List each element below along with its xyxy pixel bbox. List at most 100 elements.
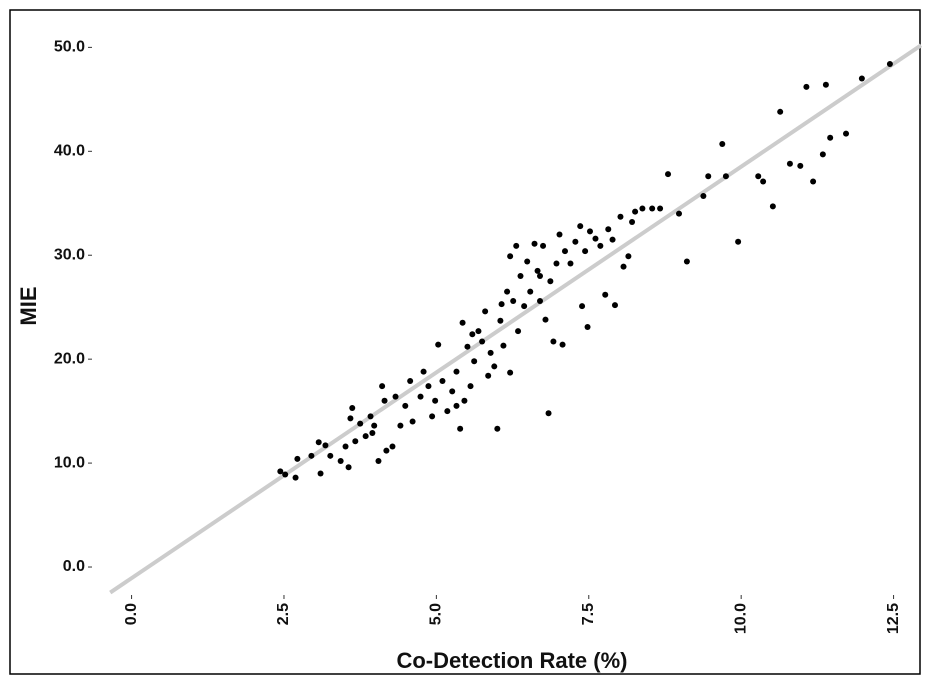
point (629, 218, 636, 225)
point (797, 162, 804, 169)
y-tick-label: 50.0 (54, 39, 85, 56)
point (457, 425, 464, 432)
point (886, 61, 893, 68)
point (665, 171, 672, 178)
point (843, 130, 850, 137)
point (500, 342, 507, 349)
point (582, 248, 589, 255)
point (605, 226, 612, 233)
point (545, 410, 552, 417)
point (282, 471, 289, 478)
point (453, 368, 460, 375)
point (649, 205, 656, 212)
x-tick-label: 0.0 (123, 603, 140, 625)
point (357, 420, 364, 427)
point (620, 263, 627, 270)
point (485, 372, 492, 379)
y-tick-label: 40.0 (54, 143, 85, 160)
point (352, 438, 359, 445)
fit-line (109, 43, 923, 595)
x-tick-label: 7.5 (580, 603, 597, 625)
point (459, 319, 466, 326)
point (542, 316, 549, 323)
y-tick-label: 30.0 (54, 246, 85, 263)
point (625, 253, 632, 260)
point (534, 267, 541, 274)
frame (9, 9, 921, 675)
point (475, 328, 482, 335)
point (858, 75, 865, 82)
point (317, 470, 324, 477)
point (379, 383, 386, 390)
point (507, 253, 514, 260)
point (683, 258, 690, 265)
x-tick-label: 5.0 (428, 603, 445, 625)
point (429, 413, 436, 420)
point (657, 205, 664, 212)
point (786, 160, 793, 167)
point (471, 358, 478, 365)
point (439, 377, 446, 384)
point (755, 173, 762, 180)
point (827, 134, 834, 141)
point (397, 422, 404, 429)
point (760, 178, 767, 185)
point (482, 308, 489, 315)
point (602, 291, 609, 298)
point (337, 458, 344, 465)
point (491, 363, 498, 370)
point (517, 273, 524, 280)
point (417, 393, 424, 400)
point (515, 328, 522, 335)
point (521, 303, 528, 310)
point (810, 178, 817, 185)
point (561, 248, 568, 255)
point (572, 238, 579, 245)
point (609, 236, 616, 243)
point (527, 288, 534, 295)
x-tick-label: 12.5 (885, 603, 902, 634)
point (675, 210, 682, 217)
point (822, 81, 829, 88)
point (592, 235, 599, 242)
point (617, 213, 624, 220)
point (537, 273, 544, 280)
point (407, 377, 414, 384)
point (292, 474, 299, 481)
point (719, 141, 726, 148)
point (294, 455, 301, 462)
point (409, 418, 416, 425)
point (550, 338, 557, 345)
point (504, 288, 511, 295)
point (435, 341, 442, 348)
x-tick-label: 10.0 (732, 603, 749, 634)
point (639, 205, 646, 212)
point (553, 260, 560, 267)
y-tick-label: 20.0 (54, 350, 85, 367)
point (392, 393, 399, 400)
point (449, 388, 456, 395)
point (383, 447, 390, 454)
point (632, 208, 639, 215)
point (498, 301, 505, 308)
point (819, 151, 826, 158)
point (402, 402, 409, 409)
point (322, 442, 329, 449)
point (375, 458, 382, 465)
point (735, 238, 742, 245)
point (277, 468, 284, 475)
x-axis-title: Co-Detection Rate (%) (396, 648, 627, 673)
y-tick-label: 0.0 (63, 558, 85, 575)
point (469, 331, 476, 338)
point (362, 433, 369, 440)
point (345, 464, 352, 471)
point (371, 422, 378, 429)
point (510, 297, 517, 304)
point (531, 240, 538, 247)
point (464, 343, 471, 350)
point (705, 173, 712, 180)
point (559, 341, 566, 348)
point (513, 242, 520, 249)
point (803, 83, 810, 90)
point (567, 260, 574, 267)
